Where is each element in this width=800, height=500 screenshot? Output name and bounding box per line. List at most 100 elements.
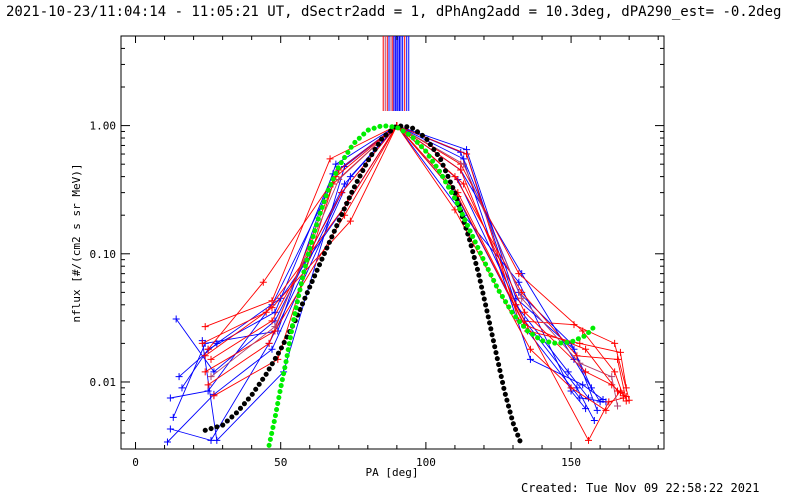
series-13-point-0 bbox=[210, 392, 218, 400]
series-5-point-0 bbox=[163, 438, 171, 446]
series-15-point-6 bbox=[576, 359, 584, 367]
series-15-point-8 bbox=[614, 402, 622, 410]
series-7 bbox=[198, 122, 607, 444]
series-1-line bbox=[175, 125, 601, 403]
series-14-point-5 bbox=[526, 345, 534, 353]
series-9-point-0 bbox=[204, 345, 212, 353]
series-12-point-7 bbox=[605, 398, 613, 406]
series-0-point-1 bbox=[204, 387, 212, 395]
series-10-point-7 bbox=[608, 381, 616, 389]
series-6-point-8 bbox=[593, 406, 601, 414]
series-16 bbox=[201, 122, 630, 401]
series-2-point-3 bbox=[332, 160, 340, 168]
created-timestamp: Created: Tue Nov 09 22:58:22 2021 bbox=[521, 481, 760, 495]
fit-curves-layer bbox=[202, 122, 597, 448]
x-tick-label: 150 bbox=[561, 456, 581, 469]
series-8-line bbox=[205, 125, 624, 396]
series-15-point-0 bbox=[207, 373, 215, 381]
series-9-line bbox=[207, 125, 627, 402]
series-15-point-2 bbox=[335, 175, 343, 183]
series-0-point-0 bbox=[166, 394, 174, 402]
series-16-point-2 bbox=[346, 217, 354, 225]
series-14-line bbox=[202, 124, 621, 412]
series-2 bbox=[169, 122, 593, 421]
series-layer bbox=[163, 122, 633, 446]
series-10-point-5 bbox=[521, 308, 529, 316]
series-8-point-7 bbox=[611, 368, 619, 376]
series-10-point-2 bbox=[338, 189, 346, 197]
series-9-point-7 bbox=[614, 355, 622, 363]
series-12-point-1 bbox=[265, 339, 273, 347]
series-8-point-0 bbox=[201, 323, 209, 331]
series-3-line bbox=[170, 124, 595, 441]
series-16-point-6 bbox=[582, 345, 590, 353]
series-16-line bbox=[204, 124, 627, 397]
x-tick-label: 50 bbox=[274, 456, 287, 469]
series-14-point-0 bbox=[198, 339, 206, 347]
series-14-point-6 bbox=[567, 384, 575, 392]
series-5 bbox=[163, 122, 590, 446]
series-10-point-6 bbox=[582, 368, 590, 376]
series-15-point-1 bbox=[271, 323, 279, 331]
series-1-point-0 bbox=[172, 315, 180, 323]
series-12-line bbox=[207, 125, 624, 442]
series-14-point-4 bbox=[451, 206, 459, 214]
series-9 bbox=[204, 122, 630, 405]
series-9-point-1 bbox=[259, 278, 267, 286]
series-11-point-7 bbox=[616, 348, 624, 356]
series-15-point-5 bbox=[518, 294, 526, 302]
series-5-point-8 bbox=[582, 405, 590, 413]
series-3-point-0 bbox=[166, 425, 174, 433]
series-14 bbox=[198, 122, 624, 414]
series-12-point-0 bbox=[204, 381, 212, 389]
fit-curve-1 bbox=[266, 123, 597, 448]
x-axis-label: PA [deg] bbox=[366, 466, 419, 479]
fit-curve-0 bbox=[202, 122, 525, 448]
series-12-point-6 bbox=[585, 436, 593, 444]
series-13-point-6 bbox=[570, 321, 578, 329]
series-6 bbox=[178, 122, 601, 414]
series-11-point-0 bbox=[201, 368, 209, 376]
series-8-point-2 bbox=[326, 155, 334, 163]
y-tick-label: 0.01 bbox=[90, 376, 117, 389]
series-2-line bbox=[172, 125, 589, 418]
series-9-point-6 bbox=[573, 352, 581, 360]
series-7-point-8 bbox=[599, 395, 607, 403]
y-tick-label: 1.00 bbox=[90, 120, 117, 133]
series-16-point-0 bbox=[201, 352, 209, 360]
series-12 bbox=[204, 122, 627, 444]
series-7-point-7 bbox=[579, 381, 587, 389]
series-10-point-1 bbox=[268, 317, 276, 325]
series-3-point-8 bbox=[590, 417, 598, 425]
series-10-point-0 bbox=[207, 355, 215, 363]
chart-title: 2021-10-23/11:04:14 - 11:05:21 UT, dSect… bbox=[6, 4, 782, 20]
axes-layer: 0 50 100 150 0.01 0.10 1.00 bbox=[90, 35, 664, 469]
x-tick-label: 100 bbox=[416, 456, 436, 469]
x-tick-label: 0 bbox=[132, 456, 139, 469]
series-13 bbox=[210, 122, 633, 404]
vertical-lines-layer bbox=[382, 36, 410, 111]
series-5-line bbox=[167, 124, 586, 443]
series-13-point-7 bbox=[611, 339, 619, 347]
series-5-point-2 bbox=[268, 345, 276, 353]
series-7-point-6 bbox=[526, 355, 534, 363]
series-11-line bbox=[204, 124, 627, 388]
series-4-point-0 bbox=[175, 373, 183, 381]
series-11 bbox=[201, 122, 630, 392]
series-8 bbox=[201, 122, 627, 400]
series-14-point-7 bbox=[602, 406, 610, 414]
series-15-point-7 bbox=[608, 373, 616, 381]
y-tick-label: 0.10 bbox=[90, 248, 117, 261]
series-12-point-8 bbox=[619, 394, 627, 402]
series-13-point-4 bbox=[463, 150, 471, 158]
series-16-point-7 bbox=[614, 387, 622, 395]
series-3 bbox=[166, 122, 598, 444]
series-8-point-5 bbox=[515, 270, 523, 278]
y-axis-label: nflux [#/(cm2 s sr MeV)] bbox=[70, 164, 83, 323]
series-0-line bbox=[170, 125, 592, 399]
series-5-point-3 bbox=[346, 173, 354, 181]
series-6-point-0 bbox=[178, 384, 186, 392]
series-5-point-6 bbox=[515, 278, 523, 286]
series-12-point-4 bbox=[457, 166, 465, 174]
